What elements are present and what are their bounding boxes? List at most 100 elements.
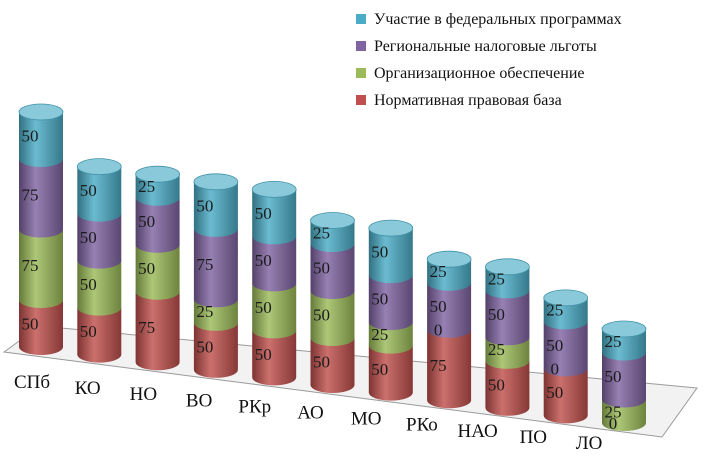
data-label: 50: [313, 259, 330, 278]
legend-entry: Нормативная правовая база: [374, 92, 562, 109]
chart-bars: [18, 103, 647, 431]
bar-ВО: [193, 173, 239, 378]
data-label: 50: [80, 275, 97, 294]
bar-segment: [310, 291, 355, 346]
bar-segment: [310, 244, 355, 299]
data-label: 50: [371, 290, 388, 309]
data-label: 50: [430, 297, 447, 316]
bar-segment: [543, 321, 588, 377]
data-label: 50: [80, 322, 97, 341]
bar-АО: [310, 212, 355, 393]
bar-top-cap: [251, 180, 297, 198]
bar-segment: [193, 299, 238, 331]
bar-segment: [368, 322, 413, 354]
bar-segment: [135, 244, 180, 300]
chart-category-labels: СПб КО НО ВО РКр АО МО РКо НАО ПО ЛО: [14, 372, 602, 454]
data-label: 25: [488, 340, 505, 359]
data-label: 50: [196, 196, 213, 215]
bar-top-cap: [18, 103, 64, 121]
category-label: НАО: [457, 421, 497, 442]
data-label: 50: [488, 305, 505, 324]
bar-top-cap: [135, 165, 181, 183]
data-label: 50: [255, 251, 272, 270]
data-label: 50: [22, 127, 39, 146]
data-label: 50: [22, 315, 39, 334]
bar-segment: [77, 307, 122, 363]
data-label: 75: [138, 318, 155, 337]
data-label: 0: [609, 414, 618, 433]
bar-segment: [135, 291, 180, 371]
legend-entry: Региональные налоговые льготы: [374, 38, 597, 55]
chart-legend: Участие в федеральных программах Регионал…: [356, 11, 622, 109]
bar-СПб: [18, 103, 64, 355]
legend-swatch: [356, 14, 366, 24]
data-label: 25: [488, 270, 505, 289]
category-label: МО: [351, 409, 382, 430]
bar-top-cap: [76, 158, 122, 176]
bar-top-cap: [193, 173, 239, 191]
data-label: 25: [605, 332, 622, 351]
bar-НО: [135, 165, 181, 371]
data-label: 50: [255, 204, 272, 223]
data-label: 50: [138, 212, 155, 231]
bar-ЛО: [601, 320, 647, 431]
bar-segment: [427, 329, 472, 409]
data-label: 50: [313, 353, 330, 372]
category-label: АО: [297, 403, 324, 424]
bar-segment: [368, 275, 413, 331]
data-label: 50: [313, 306, 330, 325]
data-label: 50: [80, 228, 97, 247]
bar-segment: [368, 228, 413, 284]
bar-segment: [602, 399, 646, 431]
bar-segment: [19, 159, 63, 238]
bar-segment: [252, 283, 297, 339]
legend-entry: Участие в федеральных программах: [374, 11, 622, 28]
bar-segment: [19, 229, 63, 308]
bar-segment: [19, 112, 63, 167]
data-label: 25: [313, 223, 330, 242]
bar-segment: [310, 338, 355, 393]
data-label: 25: [138, 177, 155, 196]
bar-segment: [485, 337, 530, 369]
data-label: 50: [371, 243, 388, 262]
bar-top-cap: [310, 212, 355, 229]
data-label: 50: [546, 336, 563, 355]
data-label: 50: [605, 367, 622, 386]
data-label: 25: [546, 301, 563, 320]
bar-segment: [193, 228, 238, 308]
bar-segment: [485, 266, 530, 299]
legend-swatch: [356, 41, 366, 51]
category-label: РКо: [406, 415, 438, 436]
bar-top-cap: [484, 258, 530, 276]
data-label: 25: [371, 325, 388, 344]
legend-entry: Организационное обеспечение: [374, 65, 584, 82]
bar-segment: [135, 197, 180, 253]
bar-segment: [427, 282, 472, 338]
data-label: 50: [138, 259, 155, 278]
bar-segment: [252, 236, 297, 292]
bar-segment: [193, 322, 238, 378]
bar-segment: [485, 290, 530, 346]
bar-top-cap: [368, 219, 414, 237]
bar-segment: [77, 166, 122, 222]
bar-top-cap: [426, 250, 472, 268]
data-label: 50: [546, 383, 563, 402]
bar-segment: [602, 329, 646, 361]
data-label: 75: [22, 185, 39, 204]
bar-segment: [252, 330, 297, 386]
bar-segment: [543, 297, 588, 330]
data-label: 50: [196, 337, 213, 356]
data-label: 0: [434, 321, 443, 340]
category-label: ЛО: [576, 433, 603, 454]
category-label: СПб: [14, 372, 50, 393]
data-label: 50: [371, 360, 388, 379]
bar-segment: [193, 181, 238, 237]
bar-segment: [368, 345, 413, 401]
bar-МО: [368, 219, 414, 401]
bar-segment: [252, 189, 297, 245]
bar-РКо: [426, 250, 472, 409]
bar-ПО: [543, 289, 589, 424]
category-label: НО: [130, 384, 157, 405]
legend-swatch: [356, 95, 366, 105]
